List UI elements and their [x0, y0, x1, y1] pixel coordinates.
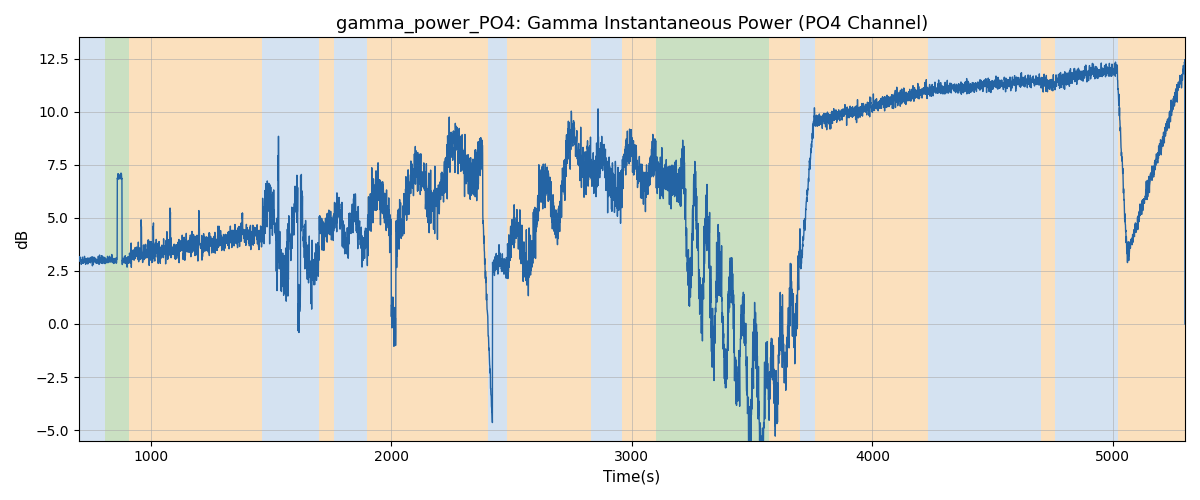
Bar: [79, 38, 106, 440]
Y-axis label: dB: dB: [14, 229, 30, 249]
Title: gamma_power_PO4: Gamma Instantaneous Power (PO4 Channel): gamma_power_PO4: Gamma Instantaneous Pow…: [336, 15, 928, 34]
Bar: [319, 38, 334, 440]
Bar: [367, 38, 487, 440]
Bar: [1117, 38, 1186, 440]
Bar: [487, 38, 506, 440]
Bar: [130, 38, 262, 440]
Bar: [1040, 38, 1055, 440]
X-axis label: Time(s): Time(s): [604, 470, 660, 485]
Bar: [623, 38, 656, 440]
Bar: [334, 38, 367, 440]
Bar: [262, 38, 319, 440]
Bar: [1055, 38, 1117, 440]
Bar: [106, 38, 130, 440]
Bar: [928, 38, 1040, 440]
Bar: [769, 38, 800, 440]
Bar: [656, 38, 769, 440]
Bar: [592, 38, 623, 440]
Bar: [506, 38, 592, 440]
Bar: [800, 38, 815, 440]
Bar: [815, 38, 928, 440]
